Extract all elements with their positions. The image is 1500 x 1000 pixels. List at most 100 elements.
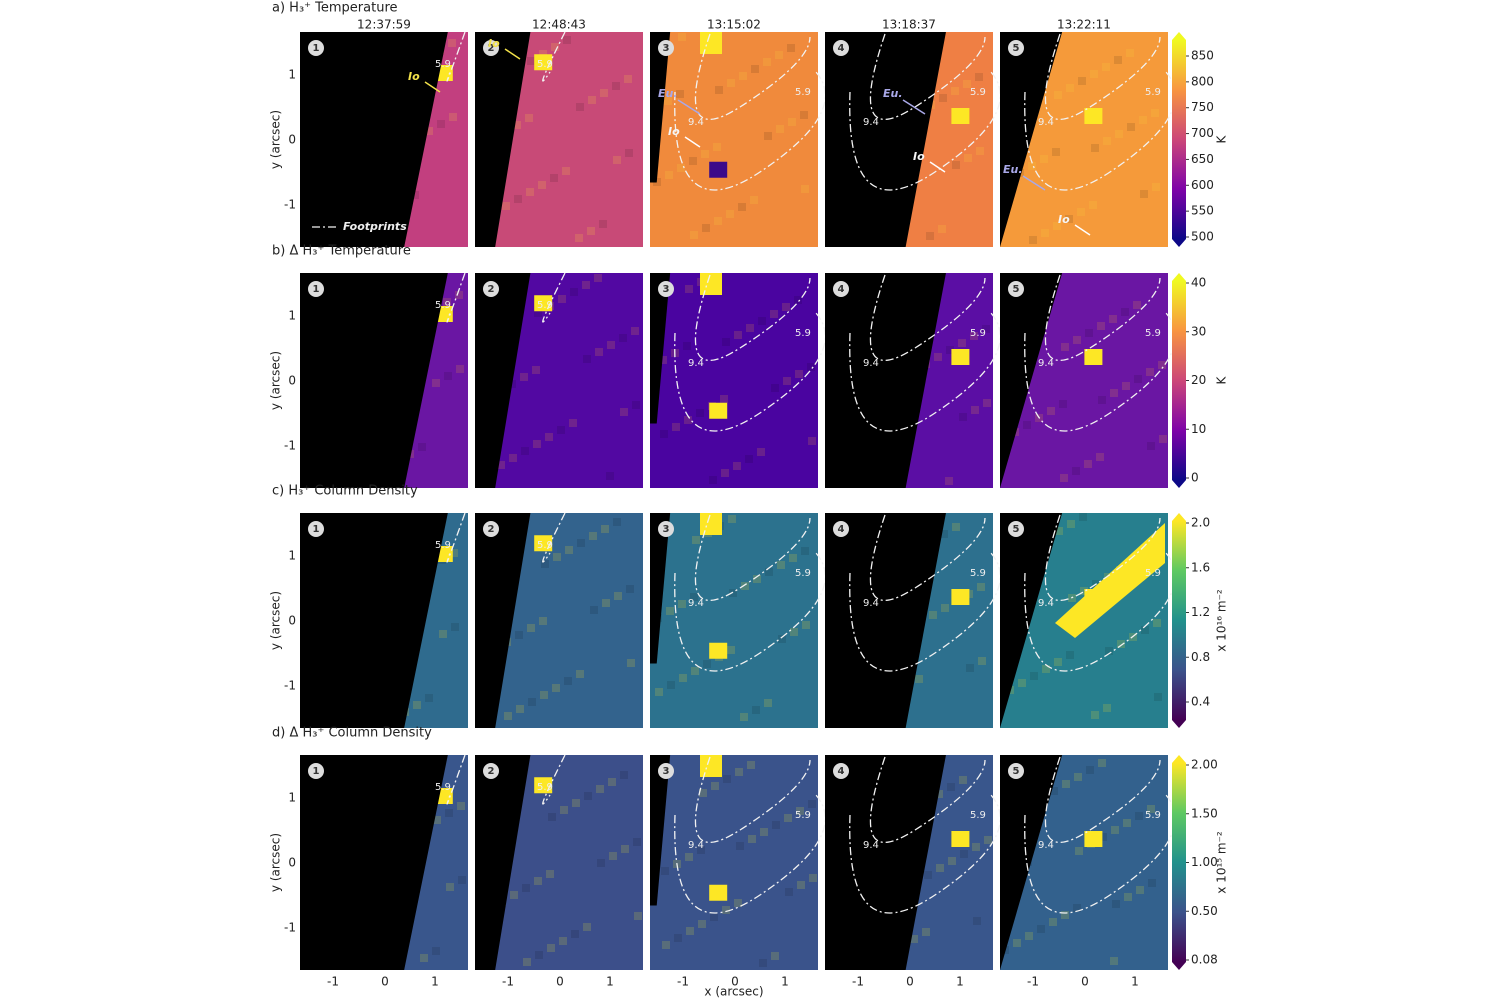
texture <box>420 954 428 962</box>
texture <box>1152 183 1160 191</box>
y-tick-label: -1 <box>284 439 296 453</box>
texture <box>1085 329 1093 337</box>
texture <box>1096 453 1104 461</box>
contour-label: 5.9 <box>795 87 811 98</box>
texture <box>594 274 602 282</box>
texture <box>699 789 707 797</box>
contour-label: 9.4 <box>863 117 879 128</box>
texture <box>783 377 791 385</box>
panel: 9.4 5.9 3 <box>650 513 826 728</box>
colorbar-tick-label: 1.00 <box>1191 855 1218 869</box>
footprint-contour <box>694 514 811 601</box>
texture <box>1098 759 1106 767</box>
colorbar-tick-label: 600 <box>1191 178 1214 192</box>
texture <box>451 623 459 631</box>
panel-number-badge <box>483 281 499 297</box>
texture <box>765 568 773 576</box>
row-title: b) Δ H₃⁺ Temperature <box>272 244 411 259</box>
texture <box>677 164 685 172</box>
y-tick-label: 1 <box>288 549 296 563</box>
contour-label: 5.9 <box>537 300 553 311</box>
colorbar-top-arrow <box>1172 513 1186 521</box>
texture <box>915 675 923 683</box>
colorbar <box>1172 40 1186 239</box>
x-tick-label: 0 <box>556 975 564 989</box>
texture <box>664 97 672 105</box>
texture <box>504 712 512 720</box>
y-tick-label: -1 <box>284 198 296 212</box>
contour-label: 9.4 <box>863 840 879 851</box>
texture <box>601 525 609 533</box>
panel: 9.4 5.9 4 <box>825 273 1001 488</box>
panel-number: 1 <box>313 43 320 54</box>
planet-limb <box>300 755 448 970</box>
texture <box>552 684 560 692</box>
texture <box>457 802 465 810</box>
annotation-arrow <box>902 99 926 115</box>
texture <box>627 659 635 667</box>
colorbar-bottom-arrow <box>1172 480 1186 488</box>
texture <box>1146 368 1154 376</box>
footprint-contour <box>1044 274 1161 361</box>
annotation-europa: Eu. <box>1003 163 1023 176</box>
y-axis-label: y (arcsec) <box>269 591 283 650</box>
panel: 9.4 5.9 3 <box>650 755 826 970</box>
y-tick-label: -1 <box>284 921 296 935</box>
texture <box>1061 911 1069 919</box>
texture <box>808 437 816 445</box>
texture <box>1040 155 1048 163</box>
texture <box>963 80 971 88</box>
texture <box>771 952 779 960</box>
panel-number: 4 <box>838 766 845 777</box>
panel-number-badge <box>308 281 324 297</box>
texture <box>521 447 529 455</box>
annotation-io: Io <box>668 125 680 138</box>
planet-limb <box>300 32 448 247</box>
x-tick-label: -1 <box>1027 975 1039 989</box>
texture <box>977 583 985 591</box>
texture <box>684 416 692 424</box>
panel-number-badge <box>483 763 499 779</box>
colorbar-tick-label: 700 <box>1191 126 1214 140</box>
texture <box>1054 91 1062 99</box>
panel-background <box>650 513 818 728</box>
colorbar-label: x 10¹⁶ m⁻² <box>1215 589 1229 652</box>
texture <box>444 372 452 380</box>
panel-number-badge <box>308 40 324 56</box>
contour-label: 5.9 <box>435 540 451 551</box>
texture <box>1062 780 1070 788</box>
texture <box>1053 222 1061 230</box>
texture <box>984 836 992 844</box>
texture <box>620 408 628 416</box>
contour-label: 5.9 <box>970 568 986 579</box>
panel-number-badge <box>833 763 849 779</box>
planet-limb <box>650 32 671 183</box>
texture <box>655 688 663 696</box>
texture <box>631 327 639 335</box>
texture <box>626 585 634 593</box>
texture <box>613 518 621 526</box>
panel: 5.92 <box>475 272 643 488</box>
panel-number: 3 <box>663 43 670 54</box>
texture <box>584 792 592 800</box>
colorbar-tick-label: 550 <box>1191 204 1214 218</box>
texture <box>722 906 730 914</box>
footprint-contour <box>849 794 1001 914</box>
x-axis-label: x (arcsec) <box>704 985 763 999</box>
y-tick-label: 0 <box>288 614 296 628</box>
texture <box>1140 190 1148 198</box>
texture <box>1037 925 1045 933</box>
bright-region <box>1055 523 1165 638</box>
texture <box>747 761 755 769</box>
texture <box>602 599 610 607</box>
texture <box>667 681 675 689</box>
footprint-contour <box>849 71 1001 191</box>
texture <box>1049 918 1057 926</box>
panel-number-badge <box>833 40 849 56</box>
texture <box>746 324 754 332</box>
texture <box>1073 336 1081 344</box>
texture <box>1099 833 1107 841</box>
panel-number: 1 <box>313 524 320 535</box>
contour-label: 9.4 <box>863 358 879 369</box>
